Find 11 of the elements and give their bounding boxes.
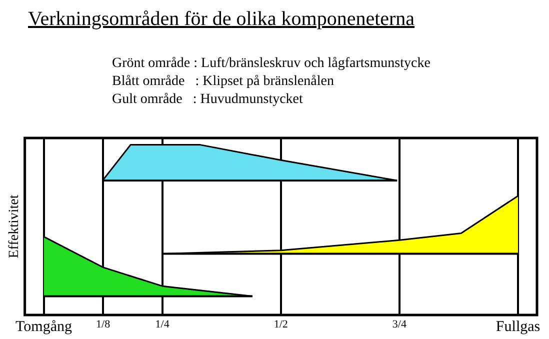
- x-tick-label: Fullgas: [496, 318, 540, 335]
- x-tick-label: Tomgång: [16, 318, 72, 335]
- y-axis-title: Effektivitet: [7, 194, 22, 258]
- x-tick-label: 3/4: [392, 318, 407, 330]
- x-tick-label: 1/2: [274, 318, 288, 330]
- text: Gult område : Huvudmunstycket: [112, 91, 304, 109]
- x-tick-label: 1/8: [96, 318, 111, 330]
- chart-title: Verkningsområden för de olika komponeneterna: [28, 8, 415, 31]
- x-tick-label: 1/4: [155, 318, 170, 330]
- text: Blått område : Klipset på bränslenålen: [112, 73, 335, 91]
- text: Grönt område : Luft/bränsleskruv och lågfartsmunstycke: [112, 55, 430, 73]
